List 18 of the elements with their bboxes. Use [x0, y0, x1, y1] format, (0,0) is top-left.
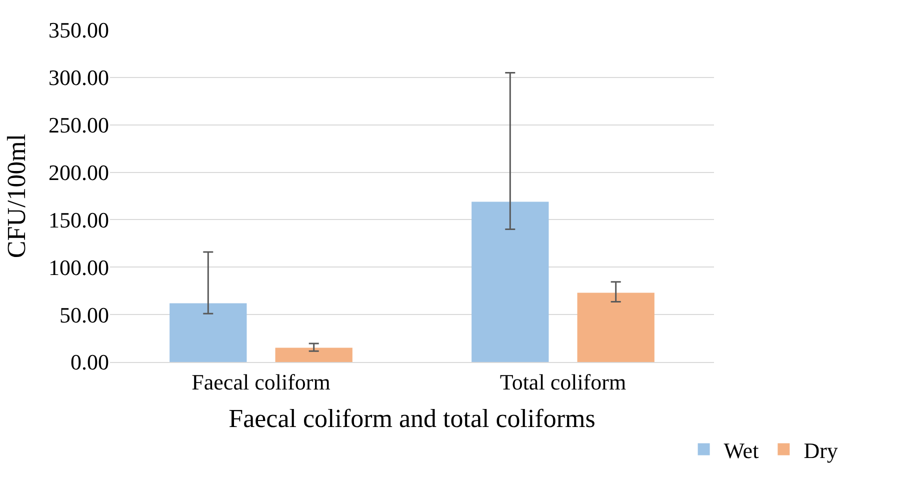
- bar: [275, 348, 352, 362]
- y-tick-label: 200.00: [48, 160, 109, 185]
- bar: [472, 202, 549, 362]
- y-tick-label: 0.00: [70, 350, 109, 375]
- x-tick-label: Faecal coliform: [192, 369, 330, 394]
- x-tick-label: Total coliform: [500, 369, 626, 394]
- legend-label: Dry: [804, 438, 838, 463]
- y-tick-label: 250.00: [48, 112, 109, 138]
- bar: [577, 292, 654, 362]
- x-axis-title: Faecal coliform and total coliforms: [228, 404, 596, 434]
- y-tick-label: 300.00: [48, 65, 109, 90]
- bar: [170, 303, 247, 362]
- y-tick-label: 350.00: [48, 18, 109, 43]
- y-tick-label: 50.00: [60, 302, 109, 328]
- y-tick-label: 100.00: [48, 254, 109, 280]
- y-axis-title: CFU/100ml: [2, 134, 31, 258]
- y-tick-label: 150.00: [48, 207, 109, 232]
- legend-label: Wet: [724, 438, 759, 463]
